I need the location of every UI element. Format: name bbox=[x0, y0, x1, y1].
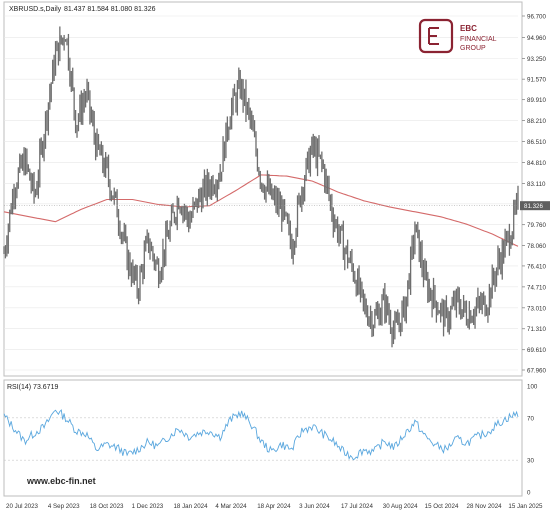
rsi-tick-label: 70 bbox=[527, 415, 534, 422]
price-tick-label: 89.910 bbox=[527, 97, 546, 104]
last-price-badge bbox=[520, 201, 550, 211]
moving-average-layer bbox=[3, 174, 519, 247]
rsi-tick-label: 100 bbox=[527, 384, 538, 391]
chart-title: XBRUSD.s,Daily bbox=[9, 6, 62, 13]
price-tick-label: 83.110 bbox=[527, 181, 546, 188]
time-tick-label: 4 Sep 2023 bbox=[48, 503, 80, 510]
price-tick-label: 96.700 bbox=[527, 14, 546, 21]
moving-average-line bbox=[3, 174, 519, 247]
time-tick-label: 15 Oct 2024 bbox=[425, 503, 459, 510]
rsi-tick-label: 30 bbox=[527, 458, 534, 465]
ebc-logo-mark bbox=[418, 18, 454, 54]
ebc-logo-glyph bbox=[428, 27, 439, 45]
price-tick-label: 93.250 bbox=[527, 56, 546, 63]
price-tick-label: 73.010 bbox=[527, 305, 546, 312]
rsi-grid bbox=[4, 417, 518, 461]
price-tick-label: 78.060 bbox=[527, 243, 546, 250]
time-tick-label: 18 Jan 2024 bbox=[173, 503, 208, 510]
time-tick-label: 20 Jul 2023 bbox=[6, 503, 39, 510]
time-tick-label: 18 Apr 2024 bbox=[257, 503, 291, 510]
rsi-title: RSI(14) 73.6719 bbox=[7, 384, 58, 391]
time-tick-label: 28 Nov 2024 bbox=[467, 503, 503, 510]
price-tick-label: 86.510 bbox=[527, 139, 546, 146]
price-panel-frame bbox=[3, 1, 523, 377]
price-tick-label: 74.710 bbox=[527, 284, 546, 291]
logo-text-group: GROUP bbox=[460, 45, 486, 52]
rsi-y-axis: 100 70 30 0 bbox=[527, 384, 538, 497]
time-tick-label: 3 Jun 2024 bbox=[299, 503, 330, 510]
price-tick-label: 91.570 bbox=[527, 77, 546, 84]
rsi-panel-frame bbox=[3, 379, 523, 497]
price-tick-label: 79.760 bbox=[527, 222, 546, 229]
time-tick-label: 1 Dec 2023 bbox=[132, 503, 164, 510]
price-tick-label: 67.960 bbox=[527, 368, 546, 375]
time-tick-label: 17 Jul 2024 bbox=[341, 503, 374, 510]
price-tick-label: 76.410 bbox=[527, 263, 546, 270]
time-tick-label: 18 Oct 2023 bbox=[90, 503, 124, 510]
rsi-line bbox=[3, 409, 519, 461]
last-price-label: 81.326 bbox=[524, 203, 543, 210]
logo-text-financial: FINANCIAL bbox=[460, 36, 497, 43]
price-tick-label: 84.810 bbox=[527, 160, 546, 167]
time-x-axis: 20 Jul 2023 4 Sep 2023 18 Oct 2023 1 Dec 20… bbox=[6, 503, 543, 510]
price-tick-label: 88.210 bbox=[527, 118, 546, 125]
price-tick-label: 69.610 bbox=[527, 347, 546, 354]
price-layer bbox=[3, 26, 519, 348]
price-tick-label: 71.310 bbox=[527, 326, 546, 333]
time-tick-label: 30 Aug 2024 bbox=[383, 503, 418, 510]
logo-text-ebc: EBC bbox=[460, 24, 477, 33]
rsi-layer bbox=[3, 409, 519, 461]
time-tick-label: 4 Mar 2024 bbox=[215, 503, 247, 510]
website-watermark: www.ebc-fin.net bbox=[26, 476, 96, 486]
time-tick-label: 15 Jan 2025 bbox=[508, 503, 543, 510]
price-tick-label: 94.960 bbox=[527, 35, 546, 42]
ohlc-values: 81.437 81.584 81.080 81.326 bbox=[64, 6, 156, 13]
price-y-axis: 96.700 94.960 93.250 91.570 89.910 88.210 86.5… bbox=[520, 14, 550, 375]
ebc-logo: EBC FINANCIAL GROUP bbox=[418, 18, 497, 54]
rsi-tick-label: 0 bbox=[527, 490, 531, 497]
